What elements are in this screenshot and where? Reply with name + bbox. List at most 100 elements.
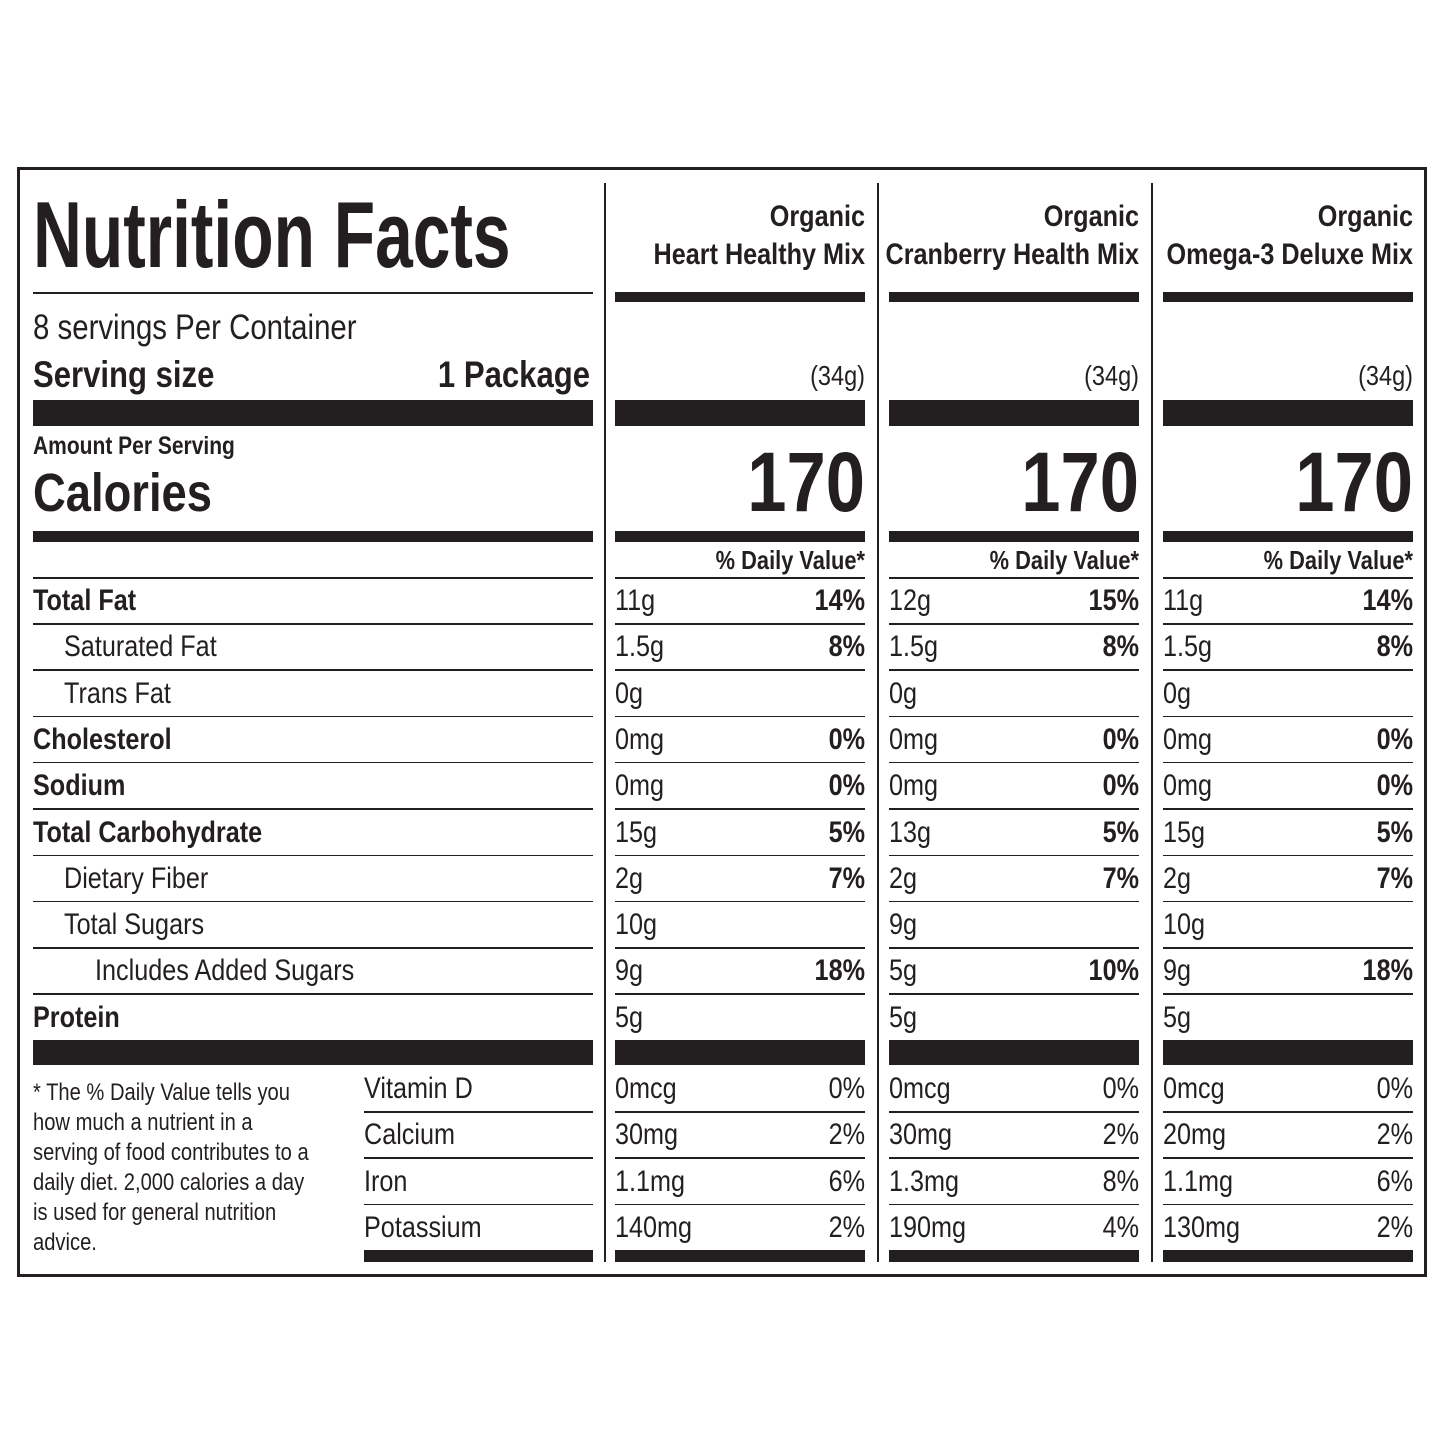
- row-rule: [33, 993, 593, 995]
- nutrient-name: Includes Added Sugars: [95, 954, 355, 988]
- nutrient-daily-value: 0%: [828, 722, 865, 756]
- nutrient-daily-value: 0%: [1376, 722, 1413, 756]
- calories-value: 170: [1021, 435, 1139, 529]
- amount-per-serving: Amount Per Serving: [33, 432, 235, 460]
- servings-per-container: 8 servings Per Container: [33, 308, 357, 347]
- nutrient-amount: 1.5g: [1163, 630, 1213, 664]
- vitamin-amount: 0mcg: [1163, 1072, 1225, 1105]
- nutrient-daily-value: 0%: [828, 769, 865, 803]
- product-name: Heart Healthy Mix: [653, 238, 865, 271]
- thick-rule: [615, 1040, 865, 1065]
- nutrient-name: Total Sugars: [64, 908, 205, 942]
- row-rule: [615, 1203, 865, 1206]
- nutrient-daily-value: 7%: [828, 861, 865, 895]
- nutrient-amount: 0g: [889, 676, 918, 710]
- nutrient-amount: 12g: [889, 584, 932, 617]
- vitamin-amount: 20mg: [1163, 1118, 1227, 1152]
- row-rule: [1163, 761, 1413, 764]
- row-rule: [615, 715, 865, 718]
- column-separator: [1151, 183, 1153, 1262]
- nutrient-daily-value: 10%: [1088, 954, 1139, 988]
- row-rule: [1163, 854, 1413, 856]
- nutrient-amount: 5g: [889, 954, 918, 988]
- row-rule: [33, 669, 593, 671]
- row-rule: [889, 1111, 1139, 1113]
- column-separator: [877, 183, 879, 1262]
- medium-rule: [1163, 531, 1413, 542]
- nutrient-daily-value: 7%: [1376, 861, 1413, 895]
- nutrient-name: Dietary Fiber: [64, 861, 209, 895]
- medium-rule: [33, 531, 593, 542]
- row-rule: [889, 854, 1139, 856]
- vitamin-daily-value: 8%: [1102, 1164, 1139, 1198]
- row-rule: [1163, 1111, 1413, 1113]
- nutrient-daily-value: 8%: [1376, 630, 1413, 664]
- vitamin-daily-value: 6%: [1376, 1164, 1413, 1198]
- nutrient-name: Total Fat: [33, 584, 137, 617]
- nutrient-daily-value: 0%: [1102, 769, 1139, 803]
- thick-rule: [889, 400, 1139, 426]
- nutrient-daily-value: 0%: [1376, 769, 1413, 803]
- bottom-rule: [364, 1250, 593, 1262]
- nutrient-amount: 0g: [1163, 676, 1192, 710]
- vitamin-amount: 130mg: [1163, 1210, 1241, 1244]
- medium-rule: [1163, 292, 1413, 302]
- nutrient-amount: 15g: [1163, 815, 1206, 849]
- medium-rule: [889, 531, 1139, 542]
- row-rule: [364, 1157, 593, 1159]
- nutrient-amount: 10g: [615, 908, 658, 942]
- product-name: Organic: [769, 200, 865, 233]
- row-rule: [889, 1203, 1139, 1206]
- thick-rule: [615, 400, 865, 426]
- bottom-rule: [1163, 1250, 1413, 1262]
- product-name: Organic: [1043, 200, 1139, 233]
- nutrient-amount: 9g: [1163, 954, 1192, 988]
- nutrient-amount: 2g: [889, 861, 918, 895]
- serving-size: 1 Package: [437, 353, 590, 395]
- serving-weight: (34g): [810, 360, 865, 392]
- serving-weight: (34g): [1084, 360, 1139, 392]
- nutrient-daily-value: 5%: [828, 815, 865, 849]
- row-rule: [615, 669, 865, 671]
- row-rule: [889, 947, 1139, 949]
- nutrient-amount: 9g: [889, 908, 918, 942]
- nutrient-amount: 11g: [1163, 584, 1204, 617]
- serving-weight: (34g): [1358, 360, 1413, 392]
- vitamin-daily-value: 6%: [828, 1164, 865, 1198]
- thick-rule: [1163, 400, 1413, 426]
- row-rule: [33, 808, 593, 810]
- row-rule: [33, 947, 593, 949]
- thin-rule: [889, 577, 1139, 579]
- nutrient-daily-value: 14%: [1362, 584, 1413, 617]
- row-rule: [33, 854, 593, 856]
- vitamin-name: Vitamin D: [364, 1072, 473, 1105]
- thin-rule: [615, 577, 865, 579]
- vitamin-amount: 1.1mg: [1163, 1164, 1234, 1198]
- row-rule: [889, 900, 1139, 903]
- product-name: Organic: [1317, 200, 1413, 233]
- nutrient-amount: 0mg: [1163, 722, 1213, 756]
- row-rule: [1163, 715, 1413, 718]
- row-rule: [889, 669, 1139, 671]
- nutrient-name: Total Carbohydrate: [33, 815, 263, 849]
- label-border: [17, 167, 1427, 1277]
- vitamin-amount: 1.1mg: [615, 1164, 686, 1198]
- thin-rule: [33, 577, 593, 579]
- medium-rule: [889, 292, 1139, 302]
- thick-rule: [889, 1040, 1139, 1065]
- row-rule: [889, 623, 1139, 625]
- nutrient-amount: 5g: [1163, 1000, 1192, 1034]
- nutrient-amount: 1.5g: [615, 630, 665, 664]
- nutrient-daily-value: 18%: [1362, 954, 1413, 988]
- nutrient-amount: 2g: [615, 861, 644, 895]
- vitamin-daily-value: 2%: [1102, 1118, 1139, 1152]
- thick-rule: [33, 1040, 593, 1065]
- nutrient-daily-value: 5%: [1376, 815, 1413, 849]
- row-rule: [1163, 623, 1413, 625]
- daily-value-header: % Daily Value*: [1263, 545, 1413, 576]
- nutrient-amount: 0g: [615, 676, 644, 710]
- vitamin-amount: 30mg: [615, 1118, 679, 1152]
- nutrient-amount: 0mg: [1163, 769, 1213, 803]
- nutrient-daily-value: 0%: [1102, 722, 1139, 756]
